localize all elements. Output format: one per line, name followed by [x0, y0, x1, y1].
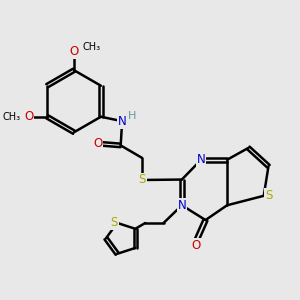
- Text: CH₃: CH₃: [82, 42, 100, 52]
- Text: CH₃: CH₃: [2, 112, 20, 122]
- Text: O: O: [24, 110, 33, 123]
- Text: H: H: [128, 111, 136, 121]
- Text: N: N: [197, 153, 206, 166]
- Text: S: S: [138, 173, 146, 187]
- Text: O: O: [191, 239, 201, 252]
- Text: O: O: [93, 137, 103, 150]
- Text: O: O: [69, 45, 79, 58]
- Text: N: N: [178, 199, 186, 212]
- Text: S: S: [110, 216, 118, 230]
- Text: N: N: [118, 115, 127, 128]
- Text: S: S: [266, 189, 273, 202]
